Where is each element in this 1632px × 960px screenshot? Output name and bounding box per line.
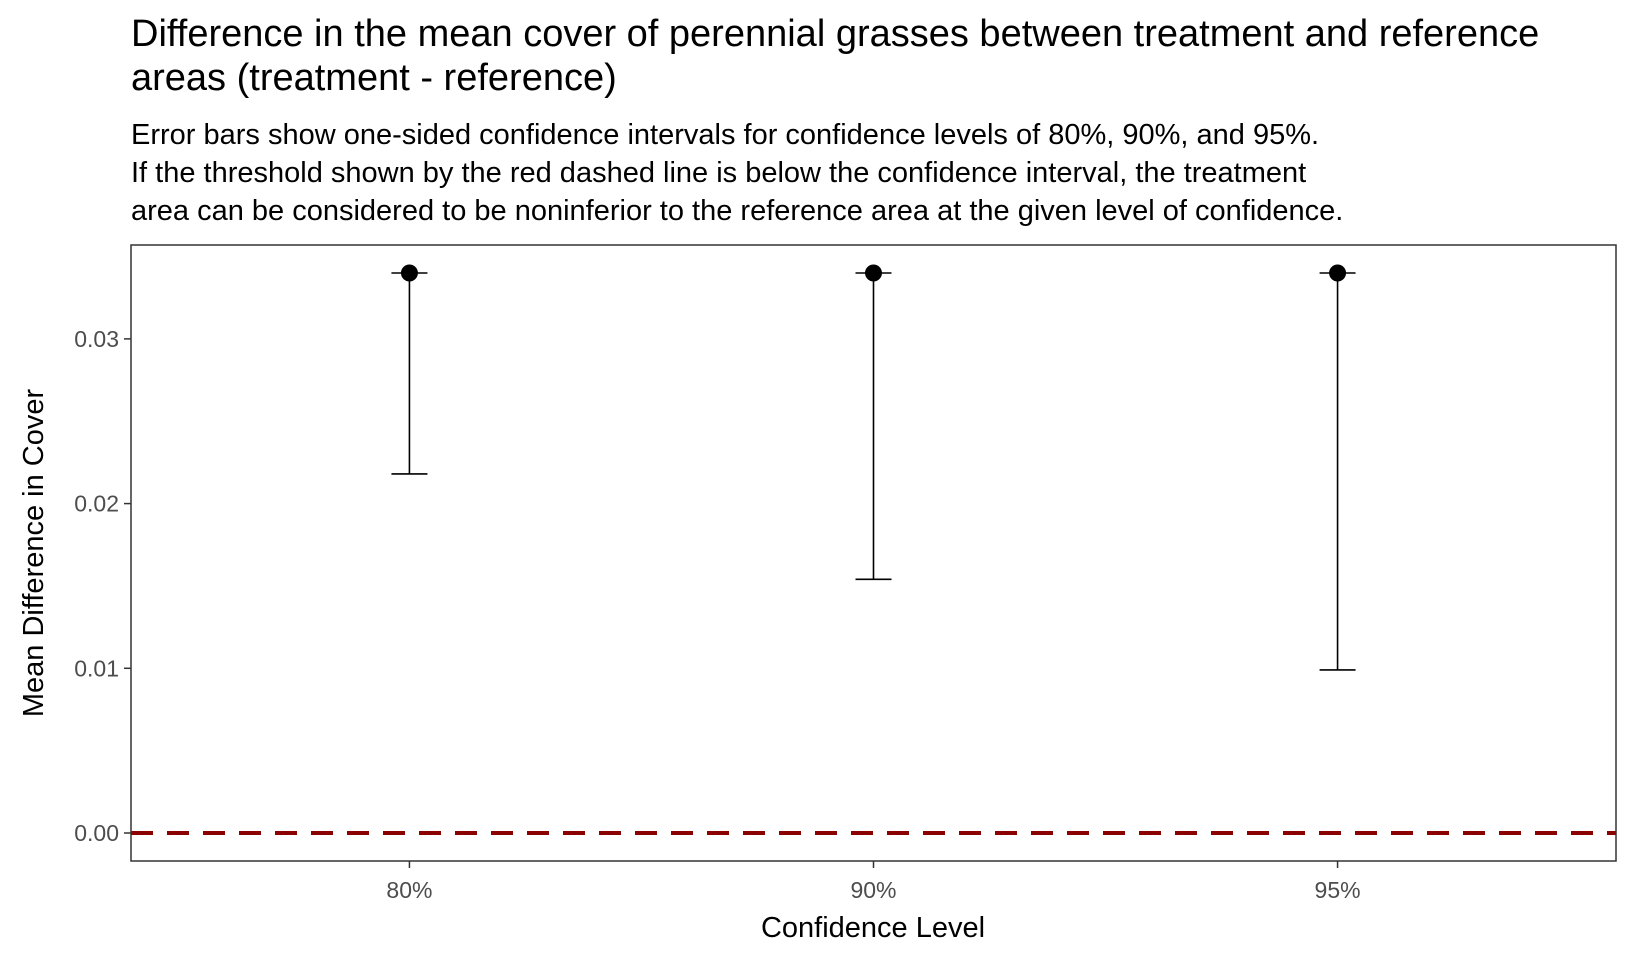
y-tick-label-4: 0.03 bbox=[74, 326, 119, 352]
x-axis-title: Confidence Level bbox=[761, 912, 985, 944]
estimate-point-3 bbox=[1329, 264, 1347, 282]
subtitle-line-3: area can be considered to be noninferior… bbox=[131, 195, 1344, 227]
y-axis-title: Mean Difference in Cover bbox=[18, 389, 50, 718]
chart-title: Difference in the mean cover of perennia… bbox=[131, 13, 1540, 99]
y-tick-label-2: 0.01 bbox=[74, 655, 119, 681]
chart-subtitle: Error bars show one-sided confidence int… bbox=[131, 116, 1611, 230]
estimate-point-1 bbox=[400, 264, 418, 282]
chart-marks bbox=[131, 264, 1616, 835]
x-tick-label-2: 90% bbox=[850, 877, 896, 903]
estimate-point-2 bbox=[865, 264, 882, 282]
subtitle-line-2: If the threshold shown by the red dashed… bbox=[131, 157, 1307, 189]
subtitle-line-1: Error bars show one-sided confidence int… bbox=[131, 119, 1320, 151]
y-tick-label-3: 0.02 bbox=[74, 491, 119, 517]
x-tick-label-3: 95% bbox=[1315, 877, 1361, 903]
y-tick-label-1: 0.00 bbox=[74, 820, 119, 846]
x-axis: 80% 90% 95% bbox=[386, 861, 1361, 903]
y-axis: 0.00 0.01 0.02 0.03 bbox=[74, 326, 131, 846]
x-tick-label-1: 80% bbox=[386, 877, 432, 903]
